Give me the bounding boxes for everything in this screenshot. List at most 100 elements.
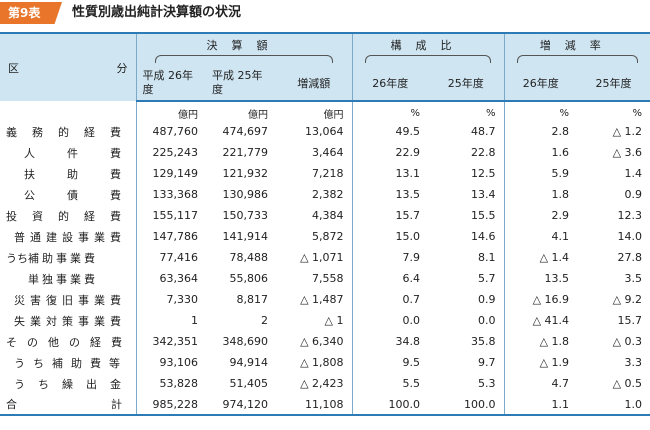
brace <box>516 55 638 63</box>
value-cell: 0.9 <box>478 293 496 306</box>
unit-cell: 億円 <box>135 101 206 121</box>
value-cell: △ 1 <box>324 314 344 327</box>
col-k26: 26年度 <box>351 66 429 102</box>
value-cell: 13.5 <box>503 268 578 289</box>
value-cell: 35.8 <box>471 335 496 348</box>
value-cell: 53,828 <box>135 373 206 394</box>
value-cell: 4.1 <box>503 226 578 247</box>
value-cell: 6.4 <box>351 268 429 289</box>
value-cell: 1 <box>135 310 206 331</box>
value-cell: △ 0.5 <box>612 377 643 390</box>
value-cell: 11,108 <box>276 394 353 416</box>
value-cell: 5.7 <box>478 272 496 285</box>
brace <box>365 55 491 63</box>
col-h26-amount: 平成 26年度 <box>135 66 206 102</box>
value-cell: 5.9 <box>503 163 578 184</box>
unit-cell: % <box>351 101 429 121</box>
value-cell: 1.0 <box>577 394 650 416</box>
expenditure-table: 区分 決算額 構成比 増減率 平成 26年度 平成 25年度 増減額 26年度 … <box>0 32 650 416</box>
value-cell: 15.7 <box>351 205 429 226</box>
value-cell: △ 0.3 <box>612 335 643 348</box>
title-bar: 第9表 性質別歳出純計決算額の状況 <box>0 0 650 26</box>
value-cell: 55,806 <box>229 272 269 285</box>
value-cell: 474,697 <box>222 125 269 138</box>
value-cell: △ 1,071 <box>300 251 344 264</box>
value-cell: △ 16.9 <box>503 289 578 310</box>
category-header-ku: 区 <box>8 61 19 75</box>
uchi-mark: うち <box>6 251 28 265</box>
value-cell: 77,416 <box>135 247 206 268</box>
value-cell: 14.0 <box>617 230 643 243</box>
value-cell: △ 1,808 <box>300 356 344 369</box>
value-cell: 9.5 <box>351 352 429 373</box>
table-row: うち単独事業費 63,364 55,806 7,558 6.4 5.7 13.5 3.5 <box>0 268 650 289</box>
value-cell: 14.6 <box>471 230 496 243</box>
row-label: 普通建設事業費 <box>14 230 126 244</box>
unit-blank <box>0 101 136 121</box>
value-cell: 221,779 <box>222 146 269 159</box>
value-cell: 0.0 <box>351 310 429 331</box>
value-cell: △ 3.6 <box>612 146 643 159</box>
value-cell: 130,986 <box>222 188 269 201</box>
row-label: うち繰出金 <box>14 377 134 391</box>
value-cell: 3.3 <box>624 356 643 369</box>
value-cell: 129,149 <box>135 163 206 184</box>
value-cell: △ 1,487 <box>300 293 344 306</box>
table-row: 人件費 225,243 221,779 3,464 22.9 22.8 1.6 △ 3.6 <box>0 142 650 163</box>
row-label: 公債費 <box>24 188 121 202</box>
value-cell: 133,368 <box>135 184 206 205</box>
value-cell: 13.4 <box>471 188 496 201</box>
category-header-bun: 分 <box>116 61 128 75</box>
value-cell: 63,364 <box>135 268 206 289</box>
value-cell: 34.8 <box>351 331 429 352</box>
value-cell: 3,464 <box>312 146 344 159</box>
table-row: うち 補助事業費 77,416 78,488 △ 1,071 7.9 8.1 △ 1.4 27.… <box>0 247 650 268</box>
col-h25-amount: 平成 25年度 <box>206 66 276 102</box>
value-cell: 7.9 <box>351 247 429 268</box>
value-cell: 348,690 <box>222 335 269 348</box>
table-row: 失業対策事業費 1 2 △ 1 0.0 0.0 △ 41.4 15.7 <box>0 310 650 331</box>
table-row: 投資的経費 155,117 150,733 4,384 15.7 15.5 2.9 12.3 <box>0 205 650 226</box>
value-cell: 22.9 <box>351 142 429 163</box>
unit-cell: % <box>503 101 578 121</box>
value-cell: 0.9 <box>624 188 643 201</box>
row-label: うち 補助事業費 <box>6 251 98 265</box>
group-zougen: 増減率 <box>503 32 650 66</box>
value-cell: 13.5 <box>351 184 429 205</box>
value-cell: 1.6 <box>503 142 578 163</box>
value-cell: 4,384 <box>312 209 344 222</box>
unit-cell: 億円 <box>323 110 344 121</box>
value-cell: △ 41.4 <box>503 310 578 331</box>
unit-cell: 億円 <box>248 110 268 121</box>
group-kessan: 決算額 <box>135 32 353 66</box>
table-number-tag: 第9表 <box>0 2 62 24</box>
value-cell: 2.9 <box>503 205 578 226</box>
value-cell: 4.7 <box>503 373 578 394</box>
value-cell: 100.0 <box>351 394 429 416</box>
value-cell: 7,218 <box>312 167 344 180</box>
value-cell: 150,733 <box>222 209 269 222</box>
value-cell: 12.3 <box>617 209 643 222</box>
value-cell: 15.7 <box>617 314 643 327</box>
value-cell: 13,064 <box>305 125 344 138</box>
value-cell: 0.7 <box>351 289 429 310</box>
value-cell: 5,872 <box>312 230 344 243</box>
row-label: 災害復旧事業費 <box>14 293 126 307</box>
table-row: 義務的経費 487,760 474,697 13,064 49.5 48.7 2.8 △ 1.… <box>0 121 650 142</box>
value-cell: 2.8 <box>503 121 578 142</box>
value-cell: 1.8 <box>503 184 578 205</box>
row-label: 合計 <box>0 394 136 416</box>
value-cell: 141,914 <box>222 230 269 243</box>
value-cell: 147,786 <box>135 226 206 247</box>
value-cell: 0.0 <box>478 314 496 327</box>
value-cell: 100.0 <box>428 394 505 416</box>
table-row: うち補助費等 93,106 94,914 △ 1,808 9.5 9.7 △ 1.9 3.3 <box>0 352 650 373</box>
brace <box>154 55 334 63</box>
row-label: 義務的経費 <box>6 125 136 139</box>
col-z25: 25年度 <box>577 66 650 102</box>
row-label: 失業対策事業費 <box>14 314 126 328</box>
table-row: 公債費 133,368 130,986 2,382 13.5 13.4 1.8 0.9 <box>0 184 650 205</box>
value-cell: △ 1.2 <box>612 125 643 138</box>
value-cell: 8.1 <box>478 251 496 264</box>
